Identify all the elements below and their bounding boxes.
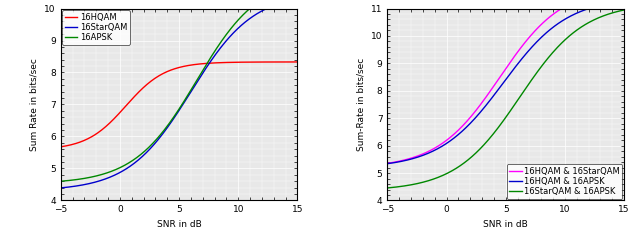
16StarQAM & 16APSK — [383, 186, 391, 189]
16APSK — [257, 0, 264, 2]
16APSK — [58, 180, 65, 183]
16HQAM & 16APSK — [583, 8, 591, 11]
Line: 16HQAM & 16StarQAM: 16HQAM & 16StarQAM — [387, 0, 624, 163]
16APSK — [202, 64, 209, 67]
16StarQAM & 16APSK — [524, 84, 531, 87]
X-axis label: SNR in dB: SNR in dB — [483, 220, 528, 229]
16StarQAM — [57, 186, 65, 189]
16HQAM & 16APSK — [384, 162, 392, 165]
16StarQAM & 16APSK — [620, 9, 628, 11]
16HQAM & 16APSK — [620, 0, 628, 3]
16StarQAM & 16APSK — [598, 15, 605, 18]
16StarQAM — [271, 3, 279, 6]
16StarQAM & 16APSK — [583, 22, 591, 25]
Line: 16HQAM & 16APSK: 16HQAM & 16APSK — [387, 1, 624, 164]
16StarQAM — [58, 186, 65, 189]
16APSK — [197, 72, 205, 75]
16StarQAM & 16APSK — [524, 83, 532, 86]
16APSK — [198, 71, 205, 74]
16StarQAM — [202, 67, 209, 70]
16HQAM — [198, 62, 205, 65]
16HQAM & 16APSK — [529, 45, 536, 48]
16HQAM & 16StarQAM — [384, 162, 392, 165]
Legend: 16HQAM, 16StarQAM, 16APSK: 16HQAM, 16StarQAM, 16APSK — [63, 10, 130, 45]
16HQAM & 16APSK — [598, 4, 605, 7]
Line: 16StarQAM & 16APSK: 16StarQAM & 16APSK — [387, 10, 624, 188]
16HQAM & 16APSK — [383, 162, 391, 165]
16HQAM & 16APSK — [524, 50, 532, 53]
16HQAM & 16StarQAM — [524, 38, 531, 41]
16HQAM — [294, 61, 301, 63]
16HQAM & 16StarQAM — [529, 33, 536, 35]
16StarQAM & 16APSK — [384, 186, 392, 189]
Line: 16StarQAM: 16StarQAM — [61, 0, 298, 188]
16StarQAM — [257, 10, 264, 13]
16HQAM — [58, 145, 65, 148]
16APSK — [57, 180, 65, 183]
Line: 16HQAM: 16HQAM — [61, 62, 298, 147]
16StarQAM — [198, 73, 205, 76]
16HQAM & 16StarQAM — [383, 162, 391, 165]
16HQAM — [257, 61, 264, 63]
X-axis label: SNR in dB: SNR in dB — [157, 220, 202, 229]
16HQAM & 16APSK — [524, 51, 531, 53]
16HQAM — [271, 61, 279, 63]
16HQAM — [197, 62, 205, 65]
16HQAM — [57, 145, 65, 148]
16StarQAM — [197, 75, 205, 78]
Legend: 16HQAM & 16StarQAM, 16HQAM & 16APSK, 16StarQAM & 16APSK: 16HQAM & 16StarQAM, 16HQAM & 16APSK, 16S… — [507, 164, 622, 199]
16HQAM & 16StarQAM — [524, 37, 532, 40]
Line: 16APSK: 16APSK — [61, 0, 298, 181]
Y-axis label: Sum-Rate in bits/sec: Sum-Rate in bits/sec — [356, 58, 365, 151]
16HQAM — [202, 62, 209, 65]
Y-axis label: Sum Rate in bits/sec: Sum Rate in bits/sec — [30, 58, 39, 151]
16StarQAM & 16APSK — [529, 78, 536, 80]
